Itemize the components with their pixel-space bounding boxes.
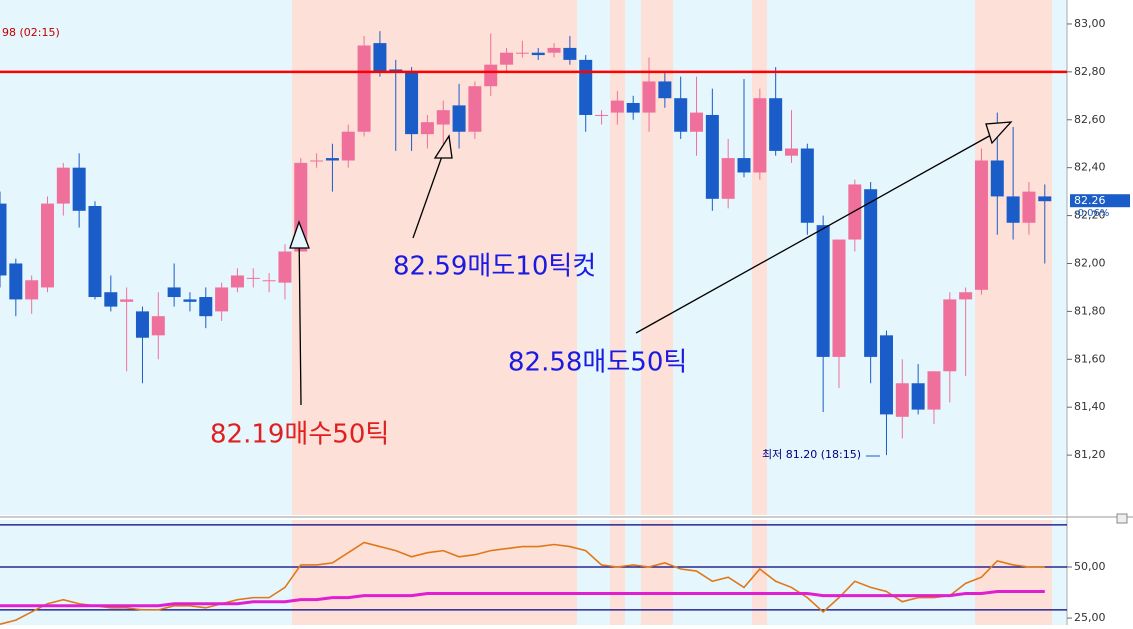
candle-body <box>405 71 419 135</box>
annotation-arrows <box>289 121 1013 406</box>
panel-button[interactable] <box>1116 513 1128 524</box>
candle-body <box>531 52 545 56</box>
candle-body <box>452 105 466 132</box>
y-tick-label: 82,20 <box>1074 209 1106 222</box>
candle-body <box>895 383 909 417</box>
candle-body <box>642 81 656 113</box>
candle-body <box>310 160 324 162</box>
candle-body <box>230 275 244 288</box>
candle-body <box>325 158 339 161</box>
candle-body <box>690 112 704 132</box>
candle-body <box>515 52 529 54</box>
candle-body <box>753 98 767 173</box>
candle-body <box>864 189 878 357</box>
candle-body <box>484 64 498 87</box>
y-tick-label: 82,80 <box>1074 65 1106 78</box>
candle-body <box>1006 196 1020 223</box>
candle-body <box>816 225 830 357</box>
candle-body <box>500 52 514 65</box>
y-tick-label: 82,00 <box>1074 256 1106 269</box>
candle-body <box>420 122 434 135</box>
candle-body <box>183 299 197 302</box>
candle-body <box>40 203 54 288</box>
candle-body <box>135 311 149 338</box>
candle-body <box>832 239 846 357</box>
candle-body <box>72 167 86 211</box>
y-tick-label: 82,40 <box>1074 161 1106 174</box>
candle-body <box>974 160 988 290</box>
last-price-box <box>1070 194 1130 208</box>
candle-body <box>468 86 482 132</box>
candle-body <box>990 160 1004 197</box>
candle-body <box>563 47 577 60</box>
candle-body <box>959 292 973 300</box>
y-tick-label: 81,20 <box>1074 448 1106 461</box>
indicator-line <box>0 589 1045 608</box>
candle-body <box>879 335 893 415</box>
annotation: 82.19매수50틱 <box>210 420 389 450</box>
annotation: 82.58매도50틱 <box>508 348 687 378</box>
candle-body <box>626 103 640 113</box>
session-highlights <box>292 0 1052 625</box>
candle-body <box>56 167 70 204</box>
candle-body <box>262 280 276 282</box>
candle-body <box>579 59 593 115</box>
candle-body <box>800 148 814 223</box>
candle-body <box>151 316 165 336</box>
candle-body <box>674 98 688 132</box>
candle-body <box>246 277 260 279</box>
candle-body <box>88 206 102 298</box>
candle-body <box>9 263 23 300</box>
candle-body <box>120 299 134 302</box>
candle-body <box>357 45 371 132</box>
y-tick-label: 83,00 <box>1074 17 1106 30</box>
y-tick-label: 25,00 <box>1074 611 1106 624</box>
chart-title: 98 (02:15) <box>2 26 60 39</box>
candle-body <box>199 297 213 317</box>
candle-body <box>705 114 719 199</box>
y-tick-label: 50,00 <box>1074 560 1106 573</box>
candle-body <box>721 158 735 199</box>
candle-body <box>658 81 672 99</box>
candle-body <box>785 148 798 156</box>
candle-body <box>104 292 118 307</box>
candle-body <box>1038 196 1052 202</box>
candle-body <box>610 100 624 113</box>
last-price: 82.26 <box>1074 194 1106 207</box>
candle-body <box>278 251 292 283</box>
candle-body <box>436 110 450 125</box>
y-tick-label: 81,80 <box>1074 304 1106 317</box>
candle-body <box>0 203 7 276</box>
change-label: -0.06% <box>1074 208 1109 219</box>
candle-body <box>737 158 751 173</box>
candle-body <box>595 114 609 116</box>
candle-body <box>911 383 925 410</box>
low-annotation: 최저 81.20 (18:15) <box>762 448 861 461</box>
candle-body <box>943 299 957 372</box>
candle-body <box>341 131 355 161</box>
indicator-line <box>0 541 1045 625</box>
candle-body <box>167 287 181 298</box>
candle-body <box>927 371 941 410</box>
annotation: 82.59매도10틱컷 <box>393 252 596 282</box>
y-tick-label: 81,60 <box>1074 352 1106 365</box>
candle-body <box>1022 191 1036 223</box>
candle-body <box>373 43 387 72</box>
candle-body <box>215 287 229 312</box>
candle-body <box>547 47 561 53</box>
candle-body <box>769 98 783 151</box>
candle-body <box>25 280 39 300</box>
candle-body <box>848 184 862 240</box>
y-tick-label: 81,40 <box>1074 400 1106 413</box>
y-tick-label: 82,60 <box>1074 113 1106 126</box>
